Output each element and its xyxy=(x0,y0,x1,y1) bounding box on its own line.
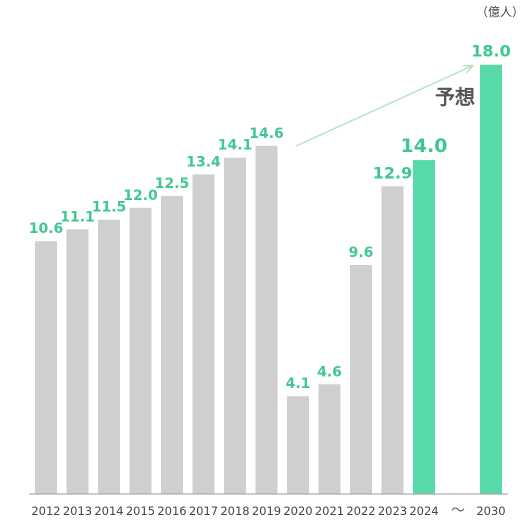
value-label-2022: 9.6 xyxy=(349,245,374,261)
value-label-2012: 10.6 xyxy=(29,221,64,237)
category-label-2021: 2021 xyxy=(315,504,344,518)
value-label-2018: 14.1 xyxy=(218,138,253,154)
unit-label: （億人） xyxy=(476,5,524,19)
bar-2021 xyxy=(318,384,341,494)
value-label-2016: 12.5 xyxy=(155,176,190,192)
bar-2014 xyxy=(98,219,120,494)
category-label-2017: 2017 xyxy=(189,504,218,518)
bar-2012 xyxy=(35,241,57,494)
bar-2018 xyxy=(224,157,246,494)
value-label-2024: 14.0 xyxy=(401,135,448,157)
forecast-arrow xyxy=(295,66,472,147)
category-label-2018: 2018 xyxy=(220,504,249,518)
value-label-2017: 13.4 xyxy=(186,154,221,170)
bar-2019 xyxy=(255,145,278,495)
bar-2030 xyxy=(480,64,502,494)
category-label-2015: 2015 xyxy=(126,504,155,518)
value-label-2015: 12.0 xyxy=(123,188,158,204)
category-label-2014: 2014 xyxy=(94,504,123,518)
value-label-2021: 4.6 xyxy=(317,364,342,380)
category-label-2020: 2020 xyxy=(283,504,312,518)
value-label-2030: 18.0 xyxy=(471,42,510,61)
category-label-2022: 2022 xyxy=(346,504,375,518)
value-label-2013: 11.1 xyxy=(60,209,95,225)
category-label-2013: 2013 xyxy=(63,504,92,518)
bar-2013 xyxy=(66,229,89,495)
category-label-2016: 2016 xyxy=(157,504,186,518)
bar-2023 xyxy=(381,186,404,495)
axis-gap-marker: ～ xyxy=(451,503,465,519)
forecast-label: 予想 xyxy=(435,85,475,109)
category-labels-group: 2012 2013 2014 2015 2016 2017 2018 2019 2020 2021… xyxy=(31,504,505,518)
value-label-2020: 4.1 xyxy=(286,376,311,392)
bar-2015 xyxy=(129,207,152,495)
bar-2016 xyxy=(161,195,183,494)
value-label-2023: 12.9 xyxy=(373,163,412,182)
bar-2022 xyxy=(350,265,372,494)
category-label-2030: 2030 xyxy=(476,504,505,518)
category-label-2012: 2012 xyxy=(31,504,60,518)
value-label-2014: 11.5 xyxy=(92,200,127,216)
category-label-2019: 2019 xyxy=(252,504,281,518)
bar-2024 xyxy=(413,160,435,494)
bars-group xyxy=(35,64,502,495)
bar-2020 xyxy=(287,396,309,494)
bar-2017 xyxy=(192,174,215,494)
category-label-2023: 2023 xyxy=(378,504,407,518)
value-labels-group: 10.611.111.512.012.5 13.414.114.6 4.1 4.6 9.… xyxy=(29,42,511,393)
value-label-2019: 14.6 xyxy=(249,126,284,142)
category-label-2024: 2024 xyxy=(409,504,438,518)
